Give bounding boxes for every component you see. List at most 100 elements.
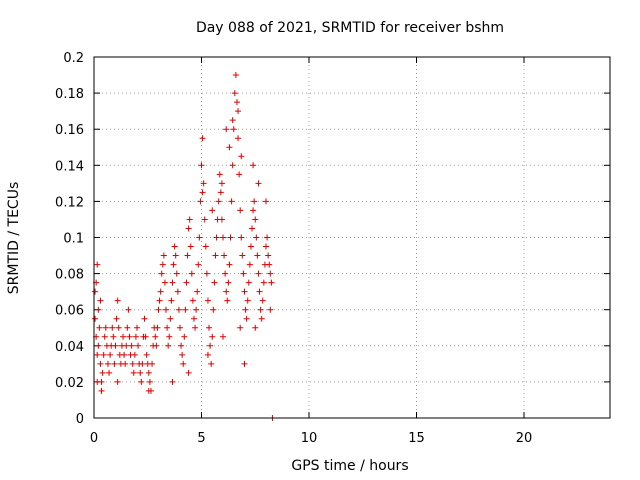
data-point xyxy=(113,315,120,322)
data-point xyxy=(245,279,252,286)
data-point xyxy=(137,369,144,376)
y-tick-label: 0 xyxy=(76,412,84,427)
data-point xyxy=(199,135,206,142)
data-point xyxy=(256,288,263,295)
data-point xyxy=(171,243,178,250)
data-point xyxy=(130,369,137,376)
data-point xyxy=(92,288,99,295)
data-point xyxy=(216,171,223,178)
data-point xyxy=(121,351,128,358)
data-point xyxy=(114,297,121,304)
data-point xyxy=(167,315,174,322)
data-point xyxy=(202,243,209,250)
data-point xyxy=(112,342,119,349)
data-point xyxy=(172,252,179,259)
data-point xyxy=(99,369,106,376)
data-point xyxy=(233,99,240,106)
data-point xyxy=(189,297,196,304)
data-point xyxy=(97,360,104,367)
data-point xyxy=(178,342,185,349)
x-tick-label: 5 xyxy=(197,431,205,446)
data-point xyxy=(159,261,166,268)
data-point xyxy=(187,243,194,250)
data-point xyxy=(242,306,249,313)
y-tick-label: 0.14 xyxy=(55,159,84,174)
y-tick-label: 0.1 xyxy=(63,232,84,247)
data-point xyxy=(257,306,264,313)
data-point xyxy=(249,225,256,232)
data-point xyxy=(109,324,116,331)
data-point xyxy=(198,162,205,169)
data-point xyxy=(168,297,175,304)
data-point xyxy=(215,198,222,205)
data-point xyxy=(255,270,262,277)
data-point xyxy=(267,306,274,313)
data-point xyxy=(218,216,225,223)
data-point xyxy=(208,360,215,367)
data-point xyxy=(95,306,102,313)
data-point xyxy=(110,333,117,340)
data-point xyxy=(160,252,167,259)
data-point xyxy=(145,387,152,394)
y-tick-label: 0.02 xyxy=(55,376,84,391)
y-tick-label: 0.12 xyxy=(55,195,84,210)
data-point xyxy=(114,378,121,385)
data-point xyxy=(100,351,107,358)
data-point xyxy=(141,315,148,322)
data-point xyxy=(217,189,224,196)
data-point xyxy=(254,252,261,259)
data-point xyxy=(268,279,275,286)
plot-frame xyxy=(93,56,611,419)
data-point xyxy=(259,297,266,304)
data-point xyxy=(195,261,202,268)
data-point xyxy=(126,333,133,340)
data-point xyxy=(169,279,176,286)
y-tick-label: 0.2 xyxy=(63,51,84,66)
data-point xyxy=(235,108,242,115)
data-point xyxy=(221,252,228,259)
data-point xyxy=(238,234,245,241)
data-point xyxy=(132,333,139,340)
data-point xyxy=(265,252,272,259)
data-point xyxy=(94,378,101,385)
grid-lines xyxy=(94,57,610,418)
data-point xyxy=(201,216,208,223)
data-point xyxy=(131,351,138,358)
data-point xyxy=(241,288,248,295)
data-point xyxy=(98,387,105,394)
x-tick-label: 0 xyxy=(90,431,98,446)
y-tick-label: 0.08 xyxy=(55,268,84,283)
data-point xyxy=(229,117,236,124)
data-point xyxy=(193,306,200,313)
data-point xyxy=(166,333,173,340)
data-point xyxy=(253,234,260,241)
data-point xyxy=(183,279,190,286)
data-point xyxy=(204,351,211,358)
data-point xyxy=(225,279,232,286)
data-point xyxy=(97,297,104,304)
data-point xyxy=(149,360,156,367)
data-point xyxy=(255,180,262,187)
data-point xyxy=(155,306,162,313)
data-point xyxy=(232,72,239,79)
data-point xyxy=(173,270,180,277)
data-point xyxy=(175,306,182,313)
data-point xyxy=(239,252,246,259)
data-point xyxy=(186,216,193,223)
data-point xyxy=(206,324,213,331)
data-point xyxy=(228,198,235,205)
data-point xyxy=(179,351,186,358)
data-point xyxy=(226,144,233,151)
data-point xyxy=(138,378,145,385)
data-point xyxy=(200,180,207,187)
y-tick-label: 0.18 xyxy=(55,87,84,102)
data-point xyxy=(223,126,230,133)
data-point xyxy=(95,342,102,349)
data-point xyxy=(190,315,197,322)
data-point xyxy=(134,324,140,331)
data-point xyxy=(129,360,136,367)
data-point xyxy=(260,279,267,286)
data-points xyxy=(92,72,276,421)
data-point xyxy=(226,261,233,268)
